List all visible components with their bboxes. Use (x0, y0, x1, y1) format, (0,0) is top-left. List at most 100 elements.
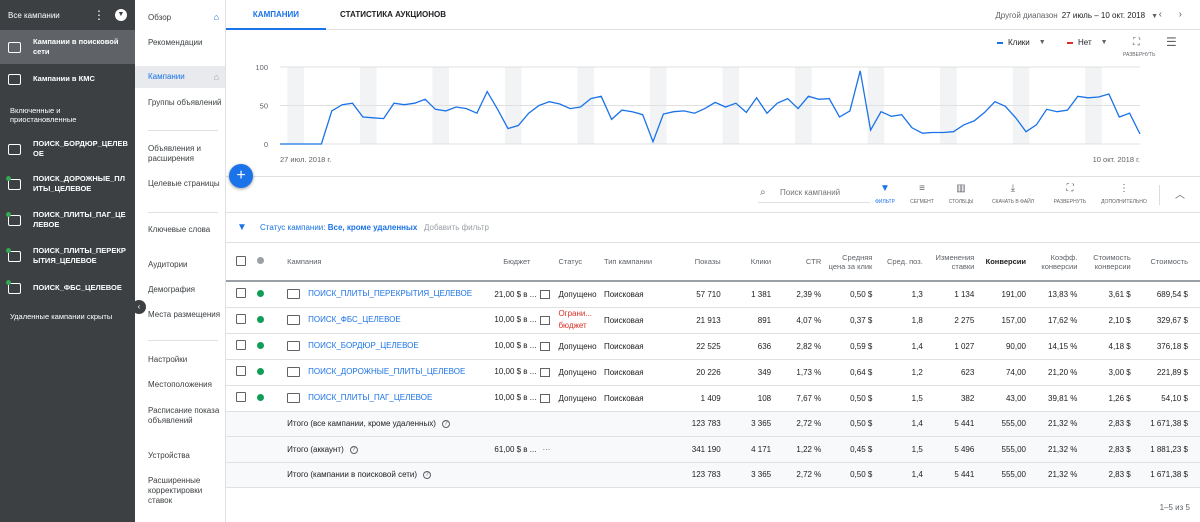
nav-item-ad-groups[interactable]: Группы объявлений (148, 98, 223, 108)
metric-label: Клики (1008, 38, 1030, 47)
nav-item-overview[interactable]: Обзор (148, 13, 223, 23)
metric-selector-1[interactable]: Клики ▼ (997, 38, 1046, 47)
col-header-campaign[interactable]: Кампания (287, 243, 482, 282)
nav-item-placements[interactable]: Места размещения (148, 310, 223, 320)
download-button[interactable]: ⤓ Скачать в файл (983, 183, 1043, 205)
budget-chart-icon[interactable] (540, 367, 551, 377)
table-row[interactable]: ПОИСК_ПЛИТЫ_ПЕРЕКРЫТИЯ_ЦЕЛЕВОЕ 21,00 $ в … (226, 281, 1200, 308)
sidebar-item-display-campaigns[interactable]: Кампании в КМС (0, 64, 135, 94)
table-row[interactable]: ПОИСК_ФБС_ЦЕЛЕВОЕ 10,00 $ в ... Ограни... … (226, 307, 1200, 334)
tab-auction-insights[interactable]: Статистика аукционов (340, 0, 446, 30)
cell-clicks: 3 365 (751, 419, 772, 429)
nav-item-demographics[interactable]: Демография (148, 285, 223, 295)
budget-value[interactable]: 10,00 $ в ... (494, 393, 537, 403)
nav-item-bid-adjustments[interactable]: Расширенные корректировки ставок (148, 476, 223, 506)
columns-button[interactable]: ▥ Столбцы (936, 183, 986, 205)
fullscreen-icon[interactable]: ⛶ (1133, 37, 1140, 48)
row-checkbox[interactable] (236, 288, 247, 299)
col-header-conversions[interactable]: Конверсии (980, 243, 1032, 282)
budget-value[interactable]: 10,00 $ в ... (494, 341, 537, 351)
budget-chart-icon[interactable] (540, 341, 551, 351)
all-campaigns-header[interactable]: Все кампании ⋮ ▼ (0, 0, 135, 30)
select-all-checkbox[interactable] (236, 255, 247, 266)
more-icon[interactable]: ··· (542, 444, 551, 454)
main-content: Кампании Статистика аукционов Другой диа… (226, 0, 1200, 522)
cell-ctr: 4,07 % (796, 315, 822, 325)
row-checkbox[interactable] (236, 340, 247, 350)
row-checkbox[interactable] (236, 314, 247, 324)
campaign-link[interactable]: ПОИСК_ФБС_ЦЕЛЕВОЕ (308, 315, 401, 325)
nav-item-recommendations[interactable]: Рекомендации (148, 38, 223, 48)
col-header-avg-cpc[interactable]: Средняя цена за клик (827, 243, 879, 282)
col-header-conv-rate[interactable]: Коэфф. конверсии (1032, 243, 1084, 282)
row-checkbox[interactable] (236, 392, 247, 402)
campaign-link[interactable]: ПОИСК_ПЛИТЫ_ПЕРЕКРЫТИЯ_ЦЕЛЕВОЕ (308, 289, 473, 299)
col-header-ctr[interactable]: CTR (777, 243, 828, 282)
campaign-item[interactable]: ПОИСК_ПЛИТЫ_ПАГ_ЦЕ ЛЕВОЕ (0, 202, 135, 238)
search-input[interactable] (780, 188, 868, 197)
budget-value[interactable]: 10,00 $ в ... (494, 367, 537, 377)
campaign-link[interactable]: ПОИСК_БОРДЮР_ЦЕЛЕВОЕ (308, 341, 419, 351)
collapse-chevron-icon[interactable]: ︿ (1175, 190, 1185, 201)
table-row[interactable]: ПОИСК_ДОРОЖНЫЕ_ПЛИТЫ_ЦЕЛЕВОЕ 10,00 $ в ..… (226, 359, 1200, 386)
help-icon[interactable]: ? (423, 471, 432, 480)
nav-item-audiences[interactable]: Аудитории (148, 260, 223, 270)
col-header-type[interactable]: Тип кампании (603, 243, 671, 282)
chevron-down-icon[interactable]: ▼ (115, 9, 127, 21)
campaign-item[interactable]: ПОИСК_ПЛИТЫ_ПЕРЕКР ЫТИЯ_ЦЕЛЕВОЕ (0, 238, 135, 274)
col-header-bid-changes[interactable]: Изменения ставки (928, 243, 981, 282)
col-header-avg-pos[interactable]: Сред. поз. (878, 243, 929, 282)
help-icon[interactable]: ? (349, 445, 358, 454)
filter-button[interactable]: ▼ Фильтр (860, 183, 910, 205)
tune-icon[interactable]: ☰ (1166, 35, 1177, 49)
sidebar-item-search-campaigns[interactable]: Кампании в поисковой сети (0, 30, 135, 64)
table-row[interactable]: ПОИСК_ПЛИТЫ_ПАГ_ЦЕЛЕВОЕ 10,00 $ в ... Допу… (226, 385, 1200, 412)
more-vert-icon[interactable]: ⋮ (93, 8, 105, 22)
segment-button[interactable]: ≡ Сегмент (897, 183, 947, 205)
budget-chart-icon[interactable] (540, 393, 551, 403)
col-header-clicks[interactable]: Клики (726, 243, 778, 282)
nav-item-devices[interactable]: Устройства (148, 451, 223, 461)
add-filter-link[interactable]: Добавить фильтр (424, 223, 489, 232)
home-icon[interactable]: ⌂ (213, 12, 219, 22)
campaign-link[interactable]: ПОИСК_ДОРОЖНЫЕ_ПЛИТЫ_ЦЕЛЕВОЕ (308, 367, 466, 377)
nav-item-settings[interactable]: Настройки (148, 355, 223, 365)
nav-item-label: Обзор (148, 13, 172, 22)
budget-value[interactable]: 21,00 $ в ... (494, 289, 537, 299)
budget-chart-icon[interactable] (540, 289, 551, 299)
campaign-search[interactable]: ⌕ (758, 185, 870, 203)
metric-selector-2[interactable]: Нет ▼ (1067, 38, 1108, 47)
more-button[interactable]: ⋮ Дополнительно (1094, 183, 1154, 205)
col-header-cost-per-conv[interactable]: Стоимость конверсии (1083, 243, 1137, 282)
next-period-icon[interactable]: › (1178, 9, 1182, 20)
nav-item-ads-extensions[interactable]: Объявления и расширения (148, 144, 223, 164)
nav-item-ad-schedule[interactable]: Расписание показа объявлений (148, 406, 223, 426)
filter-chip[interactable]: Статус кампании: Все, кроме удаленных (260, 213, 417, 243)
nav-item-landing-pages[interactable]: Целевые страницы (148, 179, 223, 189)
add-button[interactable]: + (229, 164, 253, 188)
tab-campaigns[interactable]: Кампании (226, 0, 326, 30)
segment-icon: ≡ (919, 183, 925, 194)
filter-icon: ▼ (880, 183, 890, 194)
prev-period-icon[interactable]: ‹ (1158, 9, 1162, 20)
col-header-impressions[interactable]: Показы (670, 243, 727, 282)
campaign-item[interactable]: ПОИСК_БОРДЮР_ЦЕЛЕВ ОЕ (0, 132, 135, 166)
col-header-status[interactable]: Статус (552, 243, 604, 282)
nav-item-keywords[interactable]: Ключевые слова (148, 225, 223, 235)
budget-value[interactable]: 10,00 $ в ... (494, 315, 537, 325)
budget-chart-icon[interactable] (540, 315, 551, 325)
collapse-sidebar-button[interactable]: ‹ (132, 300, 146, 314)
campaign-link[interactable]: ПОИСК_ПЛИТЫ_ПАГ_ЦЕЛЕВОЕ (308, 393, 433, 403)
filter-chip-value: Все, кроме удаленных (327, 223, 418, 232)
col-header-budget[interactable]: Бюджет (481, 243, 553, 282)
campaign-item[interactable]: ПОИСК_ДОРОЖНЫЕ_ПЛ ИТЫ_ЦЕЛЕВОЕ (0, 166, 135, 202)
help-icon[interactable]: ? (441, 420, 450, 429)
campaign-item[interactable]: ПОИСК_ФБС_ЦЕЛЕВОЕ (0, 274, 135, 302)
row-checkbox[interactable] (236, 366, 247, 376)
nav-item-locations[interactable]: Местоположения (148, 380, 223, 390)
expand-table-button[interactable]: ⛶ Развернуть (1045, 183, 1095, 205)
nav-item-campaigns[interactable]: Кампании ⌂ (135, 66, 225, 88)
table-row[interactable]: ПОИСК_БОРДЮР_ЦЕЛЕВОЕ 10,00 $ в ... Допущен… (226, 333, 1200, 360)
col-header-cost[interactable]: Стоимость (1136, 243, 1200, 282)
date-range[interactable]: Другой диапазон 27 июль – 10 окт. 2018 ▼ (995, 11, 1158, 20)
